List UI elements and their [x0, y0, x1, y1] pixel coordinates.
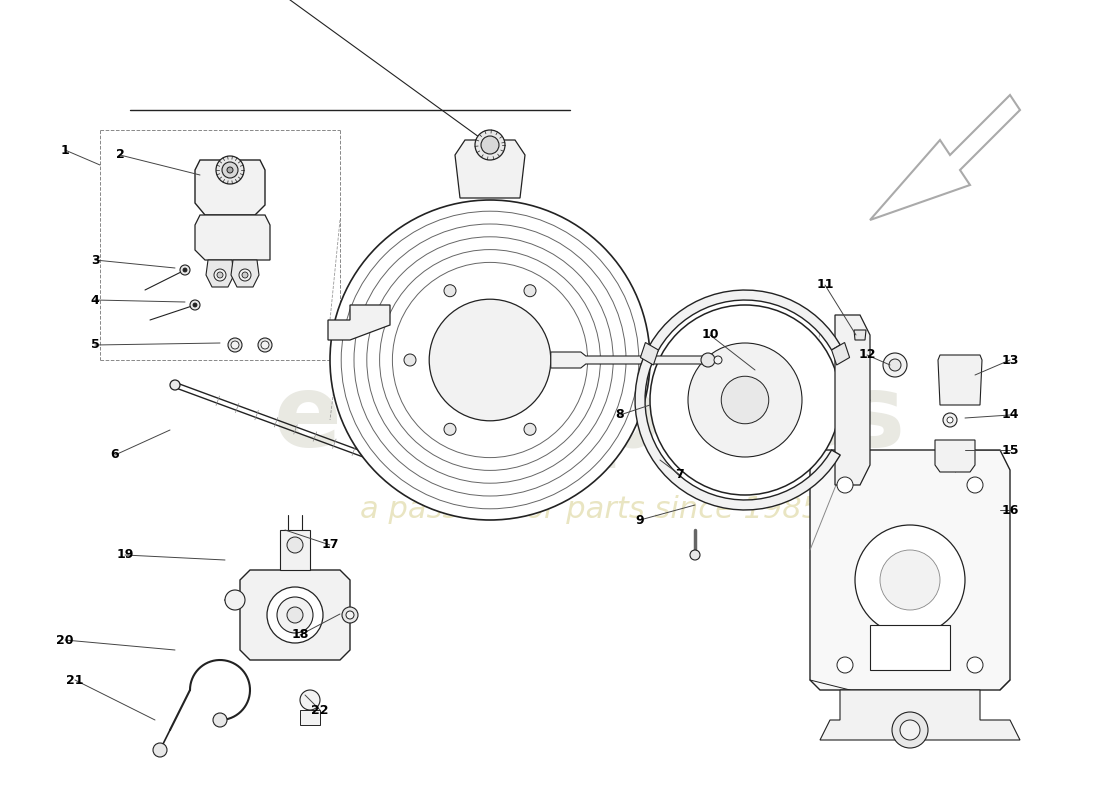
Text: 22: 22 [311, 703, 329, 717]
Circle shape [524, 423, 536, 435]
Polygon shape [810, 450, 1010, 690]
Text: 18: 18 [292, 629, 309, 642]
Circle shape [444, 423, 456, 435]
Circle shape [226, 590, 245, 610]
Circle shape [650, 305, 840, 495]
Circle shape [261, 341, 270, 349]
Text: 9: 9 [636, 514, 645, 526]
Circle shape [883, 353, 908, 377]
Text: 21: 21 [66, 674, 84, 686]
Text: a passion for parts since 1985: a passion for parts since 1985 [360, 495, 821, 525]
Bar [870, 625, 950, 670]
Circle shape [429, 299, 551, 421]
Circle shape [180, 265, 190, 275]
Text: 5: 5 [90, 338, 99, 351]
Polygon shape [938, 355, 982, 405]
Polygon shape [835, 315, 870, 485]
Polygon shape [640, 342, 659, 365]
Circle shape [214, 269, 225, 281]
Polygon shape [832, 342, 849, 365]
Circle shape [217, 272, 223, 278]
Circle shape [943, 413, 957, 427]
Text: 19: 19 [117, 549, 134, 562]
Circle shape [216, 156, 244, 184]
Text: 3: 3 [90, 254, 99, 266]
Circle shape [170, 380, 180, 390]
Text: 11: 11 [816, 278, 834, 291]
Text: eurospares: eurospares [274, 371, 906, 469]
Circle shape [287, 607, 303, 623]
Bar [300, 710, 320, 725]
Text: 15: 15 [1001, 443, 1019, 457]
Polygon shape [195, 160, 265, 215]
Circle shape [239, 269, 251, 281]
Circle shape [228, 338, 242, 352]
Circle shape [287, 537, 303, 553]
Circle shape [947, 417, 953, 423]
Polygon shape [870, 95, 1020, 220]
Text: 2: 2 [116, 149, 124, 162]
Circle shape [444, 285, 456, 297]
Circle shape [300, 690, 320, 710]
Circle shape [213, 713, 227, 727]
Text: 6: 6 [111, 449, 119, 462]
Polygon shape [328, 305, 390, 340]
Circle shape [227, 167, 233, 173]
Circle shape [837, 477, 852, 493]
Text: 8: 8 [616, 409, 625, 422]
Circle shape [475, 130, 505, 160]
Circle shape [190, 300, 200, 310]
Text: 10: 10 [702, 329, 718, 342]
Text: 12: 12 [858, 349, 876, 362]
Circle shape [564, 354, 576, 366]
Circle shape [346, 611, 354, 619]
Circle shape [153, 743, 167, 757]
Text: 4: 4 [90, 294, 99, 306]
Text: 17: 17 [321, 538, 339, 551]
Text: 13: 13 [1001, 354, 1019, 366]
Circle shape [889, 359, 901, 371]
Circle shape [967, 657, 983, 673]
Circle shape [701, 353, 715, 367]
Polygon shape [854, 330, 866, 340]
Bar [280, 530, 310, 570]
Circle shape [242, 272, 248, 278]
Circle shape [183, 268, 187, 272]
Circle shape [330, 200, 650, 520]
Polygon shape [935, 440, 975, 472]
Circle shape [277, 597, 313, 633]
Circle shape [837, 657, 852, 673]
Circle shape [690, 550, 700, 560]
Circle shape [855, 525, 965, 635]
Polygon shape [551, 352, 705, 368]
Circle shape [524, 285, 536, 297]
Text: 1: 1 [60, 143, 69, 157]
Polygon shape [206, 260, 234, 287]
Polygon shape [240, 570, 350, 660]
Circle shape [404, 354, 416, 366]
Circle shape [342, 607, 358, 623]
Circle shape [231, 341, 239, 349]
Circle shape [222, 162, 238, 178]
Circle shape [258, 338, 272, 352]
Polygon shape [635, 290, 840, 510]
Text: 7: 7 [675, 469, 684, 482]
Polygon shape [455, 140, 525, 198]
Circle shape [967, 477, 983, 493]
Text: 14: 14 [1001, 409, 1019, 422]
Circle shape [714, 356, 722, 364]
Circle shape [192, 303, 197, 307]
Circle shape [892, 712, 928, 748]
Text: 16: 16 [1001, 503, 1019, 517]
Polygon shape [820, 690, 1020, 740]
Circle shape [880, 550, 940, 610]
Circle shape [267, 587, 323, 643]
Circle shape [722, 376, 769, 424]
Text: 20: 20 [56, 634, 74, 646]
Circle shape [688, 343, 802, 457]
Polygon shape [231, 260, 258, 287]
Polygon shape [195, 215, 270, 260]
Circle shape [900, 720, 920, 740]
Circle shape [481, 136, 499, 154]
